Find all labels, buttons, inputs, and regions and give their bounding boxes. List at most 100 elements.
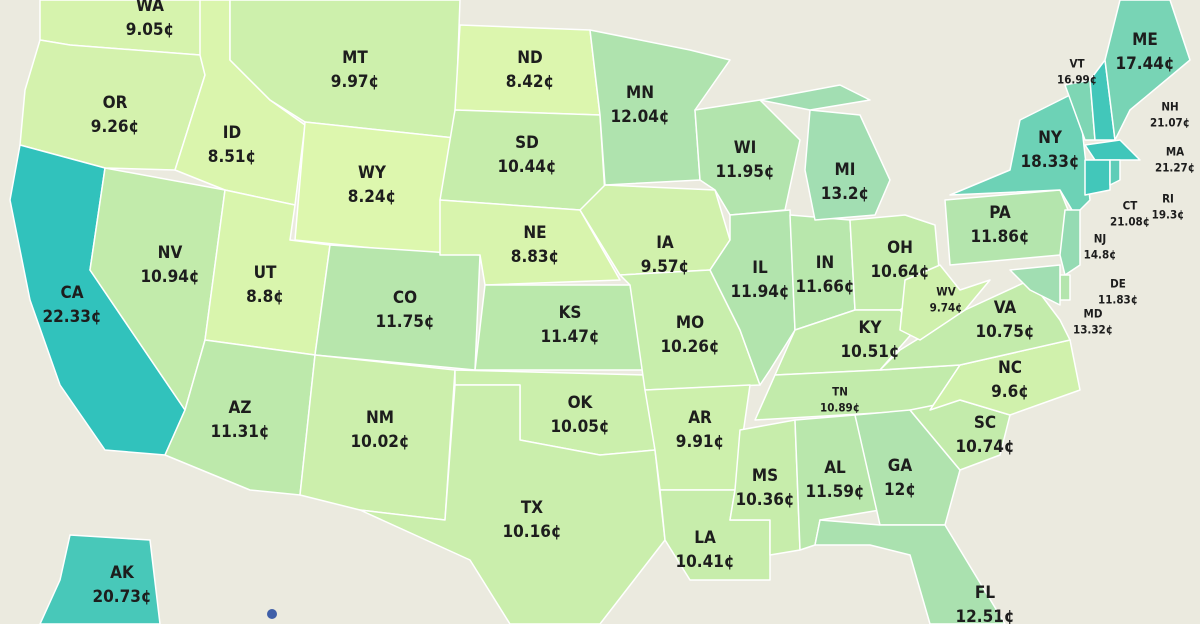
state-abbr: KS [559,303,582,323]
state-value: 8.24¢ [348,187,396,207]
state-value: 10.64¢ [870,262,929,282]
state-abbr: UT [254,263,277,283]
state-abbr: OK [568,393,594,413]
state-abbr: ME [1132,30,1158,50]
state-shape [359,384,666,624]
state-value: 11.47¢ [540,327,599,347]
state-shape [454,24,601,116]
state-abbr: RI [1162,192,1174,206]
state-abbr: GA [888,456,913,476]
state-abbr: AZ [229,398,252,418]
state-value: 10.02¢ [350,432,409,452]
state-value: 8.42¢ [506,72,554,92]
state-value: 9.05¢ [126,20,174,40]
state-abbr: CO [393,288,417,308]
state-value: 11.59¢ [805,482,864,502]
state-abbr: MS [752,466,778,486]
state-abbr: NE [523,223,546,243]
state-value: 10.74¢ [955,437,1014,457]
state-value: 11.75¢ [375,312,434,332]
state-abbr: MT [342,48,368,68]
state-value: 14.8¢ [1084,248,1117,262]
state-abbr: WA [136,0,164,16]
state-abbr: IL [752,258,768,278]
state-value: 9.74¢ [930,301,963,315]
state-abbr: PA [989,203,1011,223]
state-value: 10.41¢ [675,552,734,572]
state-value: 11.86¢ [970,227,1029,247]
state-abbr: CA [60,283,83,303]
state-value: 10.16¢ [502,522,561,542]
state-value: 21.27¢ [1155,161,1195,175]
state-value: 16.99¢ [1057,73,1097,87]
state-value: 10.05¢ [550,417,609,437]
state-abbr: SD [515,133,539,153]
state-abbr: AR [688,408,712,428]
state-abbr: NY [1038,128,1063,148]
state-value: 10.26¢ [660,337,719,357]
state-value: 18.33¢ [1020,152,1079,172]
state-shape [899,264,991,341]
state-abbr: WV [936,285,955,299]
state-abbr: AL [824,458,846,478]
state-shape [879,279,1071,371]
state-abbr: MN [626,83,654,103]
state-abbr: DE [1110,277,1126,291]
state-value: 12¢ [884,480,916,500]
state-abbr: ID [223,123,241,143]
state-value: 11.66¢ [795,277,854,297]
state-value: 9.6¢ [991,382,1029,402]
state-shape [804,109,891,221]
state-abbr: IA [656,233,674,253]
state-value: 11.94¢ [730,282,789,302]
state-abbr: ND [517,48,543,68]
state-value: 17.44¢ [1115,54,1174,74]
state-value: 9.57¢ [641,257,689,277]
state-abbr: TX [521,498,543,518]
state-value: 21.07¢ [1150,116,1190,130]
state-abbr: NH [1161,100,1178,114]
state-abbr: KY [859,318,883,338]
state-shapes [9,0,1191,624]
state-value: 13.2¢ [821,184,869,204]
state-abbr: CT [1123,199,1138,213]
state-value: 19.3¢ [1152,208,1185,222]
state-abbr: AK [110,563,135,583]
state-shape [759,84,871,111]
state-value: 9.26¢ [91,117,139,137]
state-abbr: SC [974,413,996,433]
state-abbr: WY [358,163,387,183]
state-abbr: NC [998,358,1022,378]
state-value: 9.91¢ [676,432,724,452]
state-value: 20.73¢ [92,587,151,607]
state-abbr: MI [835,160,856,180]
state-value: 12.04¢ [610,107,669,127]
state-value: 8.83¢ [511,247,559,267]
state-abbr: FL [975,583,995,603]
state-value: 10.36¢ [735,490,794,510]
state-value: 10.51¢ [840,342,899,362]
state-shape [39,534,161,624]
hawaii-island [267,609,277,619]
state-value: 12.51¢ [955,607,1014,624]
state-value: 13.32¢ [1073,323,1113,337]
state-abbr: NJ [1094,232,1107,246]
state-value: 9.97¢ [331,72,379,92]
state-value: 22.33¢ [42,307,101,327]
state-shape [1059,274,1071,301]
state-abbr: OH [887,238,913,258]
state-abbr: MD [1084,307,1103,321]
state-abbr: OR [103,93,128,113]
state-shape [1109,159,1121,186]
state-value: 10.75¢ [975,322,1034,342]
state-labels: WA 9.05¢ OR 9.26¢ CA 22.33¢ NV 10.94¢ ID 8.51¢ MT 9… [42,0,1194,624]
state-value: 8.51¢ [208,147,256,167]
state-abbr: IN [816,253,835,273]
state-abbr: TN [832,385,848,399]
state-abbr: VA [994,298,1017,318]
state-abbr: VT [1069,57,1084,71]
state-value: 8.8¢ [246,287,284,307]
state-abbr: MA [1166,145,1184,159]
